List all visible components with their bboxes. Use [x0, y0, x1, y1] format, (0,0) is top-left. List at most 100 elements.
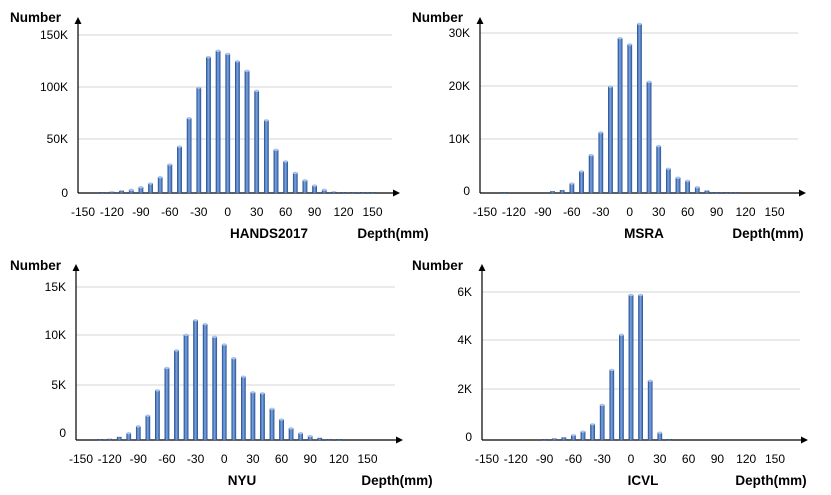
histogram-bar [148, 183, 153, 194]
x-tick-label: 150 [764, 205, 784, 219]
histogram-bar [608, 86, 613, 194]
x-axis-label: Depth(mm) [732, 226, 803, 241]
y-tick-label: 4K [457, 333, 472, 347]
x-axis-arrow-icon [801, 436, 808, 444]
y-axis-arrow-icon [74, 17, 82, 24]
histogram-bar [588, 154, 594, 194]
x-tick-label: -30 [592, 205, 610, 219]
chart-icvl: 0 2K 4K 6K -150 -120 -90 -60 -30 0 30 60 90 120 150 Num… [412, 258, 808, 488]
histogram-bar [99, 191, 105, 194]
bar-cap [648, 379, 653, 382]
bar-cap [571, 433, 576, 437]
bar-cap [627, 43, 632, 46]
histogram-bar [501, 191, 507, 194]
histogram-bar [590, 424, 595, 441]
x-tick-label: -90 [534, 205, 552, 219]
histogram-bar [646, 81, 652, 194]
bar-cap [308, 434, 313, 438]
x-axis-arrow-icon [393, 189, 400, 197]
histogram-bar [145, 415, 151, 441]
histogram-bar [183, 334, 189, 441]
bar-cap [288, 427, 294, 430]
histogram-bar [579, 171, 584, 194]
bar-cap [241, 375, 246, 378]
y-tick-label: 0 [463, 184, 470, 198]
x-tick-label: 120 [334, 205, 354, 219]
y-tick-label: 5K [51, 378, 66, 392]
histogram-bar [260, 393, 265, 441]
histogram-bar [116, 436, 122, 441]
bar-cap [155, 389, 160, 392]
histogram-bar [638, 294, 643, 441]
bar-cap [579, 170, 584, 173]
bar-cap [312, 184, 317, 187]
histogram-bar [667, 439, 672, 441]
x-axis-label: Depth(mm) [357, 226, 428, 241]
histogram-bar [206, 56, 211, 194]
x-tick-label: 120 [329, 452, 349, 466]
histogram-bar [619, 334, 624, 441]
histogram-bar [269, 408, 275, 441]
bar-cap [254, 89, 259, 93]
bar-cap [609, 368, 614, 372]
bar-cap [569, 182, 575, 185]
histogram-bar [174, 350, 179, 441]
bar-cap [619, 333, 624, 337]
bar-cap [617, 36, 623, 40]
y-tick-label: 0 [59, 426, 66, 440]
x-tick-label: 60 [682, 452, 696, 466]
x-tick-label: -90 [130, 452, 148, 466]
histogram-bar [241, 376, 246, 441]
bar-cap [628, 293, 634, 297]
bar-cap [222, 343, 227, 346]
x-tick-label: -30 [190, 205, 208, 219]
x-tick-label: 60 [681, 205, 695, 219]
bar-cap [608, 85, 613, 88]
x-tick-label: -60 [565, 452, 583, 466]
bar-cap [590, 423, 595, 426]
histogram-bar [647, 380, 653, 441]
x-tick-label: -150 [71, 205, 95, 219]
x-tick-label: 150 [357, 452, 377, 466]
bar-cap [145, 414, 150, 417]
bar-cap [177, 145, 182, 148]
histogram-bar [733, 191, 739, 194]
histogram-bar [617, 37, 623, 194]
histogram-bar [360, 191, 366, 194]
x-tick-label: 60 [279, 205, 293, 219]
bar-cap [302, 179, 308, 182]
x-tick-label: 30 [653, 452, 667, 466]
y-axis-label: Number [412, 258, 464, 273]
y-tick-label: 0 [61, 186, 68, 200]
histogram-bar [609, 369, 615, 441]
bar-cap [675, 176, 681, 179]
x-tick-label: 30 [246, 452, 260, 466]
histogram-bar [599, 404, 605, 441]
histogram-bar [157, 176, 163, 194]
histogram-bar [273, 149, 279, 194]
y-tick-label: 2K [457, 382, 472, 396]
bar-cap [164, 366, 170, 370]
bar-cap [657, 431, 662, 434]
bar-cap [260, 392, 265, 395]
histogram-bar [279, 419, 284, 441]
histogram-bar [186, 118, 192, 194]
histogram-bar [704, 190, 710, 194]
x-tick-label: 90 [711, 452, 725, 466]
bar-cap [129, 188, 134, 192]
x-tick-label: 0 [628, 452, 635, 466]
bar-cap [283, 160, 288, 163]
x-tick-label: 150 [765, 452, 785, 466]
chart-hands2017: 0 50K 100K 150K -150 -120 -90 -60 -30 0 30 60 90 120 1… [10, 10, 429, 241]
histogram-bar [202, 323, 208, 441]
bar-cap [174, 349, 179, 352]
histogram-bar [551, 438, 557, 441]
x-tick-label: 0 [221, 452, 228, 466]
chart-title: HANDS2017 [230, 226, 308, 241]
chart-title: NYU [228, 473, 257, 488]
histogram-bar [542, 439, 547, 441]
x-tick-label: -120 [98, 452, 122, 466]
bar-cap [186, 117, 192, 120]
x-tick-label: -30 [594, 452, 612, 466]
x-tick-label: 120 [736, 205, 756, 219]
